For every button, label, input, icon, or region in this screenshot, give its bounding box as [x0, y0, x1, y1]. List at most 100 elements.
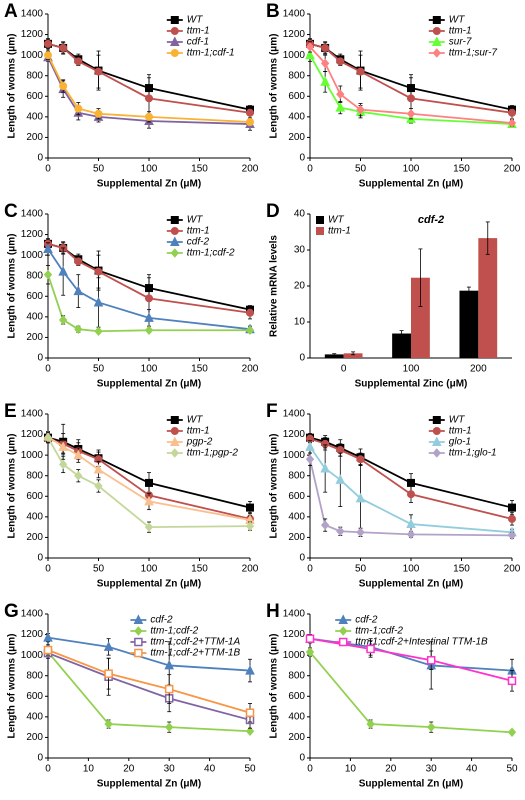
x-tick-label: 200: [242, 364, 259, 375]
x-axis-label: Supplemental Zn (μM): [97, 379, 201, 390]
y-tick-label: 400: [288, 511, 305, 522]
x-axis-label: Supplemental Zn (μM): [97, 779, 201, 790]
marker: [356, 455, 365, 464]
marker: [73, 285, 84, 296]
x-axis-label: Supplemental Zn (μM): [359, 179, 463, 190]
x-axis-label: Supplemental Zn (μM): [97, 179, 201, 190]
y-tick-label: 1400: [21, 409, 44, 420]
marker: [305, 647, 315, 657]
marker: [44, 51, 52, 60]
marker: [145, 112, 153, 121]
legend-label: ttm-1: [328, 226, 351, 237]
y-tick-label: 0: [37, 753, 43, 764]
y-axis-label: Length of worms (μm): [269, 34, 280, 139]
x-tick-label: 0: [45, 364, 51, 375]
marker: [169, 236, 180, 246]
marker: [133, 614, 144, 624]
marker: [356, 104, 365, 115]
x-tick-label: 20: [385, 764, 397, 775]
y-tick-label: 0: [299, 353, 305, 364]
marker: [432, 27, 441, 35]
marker: [104, 719, 113, 729]
marker: [508, 503, 516, 512]
y-tick-label: 1400: [21, 209, 44, 220]
marker: [74, 257, 83, 266]
y-axis-label: Length of worms (μm): [269, 634, 280, 739]
marker: [93, 296, 104, 307]
legend-label: cdf-2: [355, 615, 378, 626]
x-tick-label: 30: [164, 764, 176, 775]
marker: [43, 243, 53, 253]
x-tick-label: 100: [141, 364, 158, 375]
legend-label: cdf-1: [187, 37, 209, 48]
y-tick-label: 200: [26, 332, 43, 343]
y-tick-label: 1000: [283, 450, 306, 461]
x-tick-label: 20: [123, 764, 135, 775]
legend-label: ttm-1;sur-7: [449, 48, 498, 59]
marker: [170, 416, 179, 424]
marker: [74, 104, 83, 113]
series-line: [47, 274, 250, 333]
y-tick-label: 0: [299, 753, 305, 764]
y-tick-label: 1200: [283, 29, 306, 40]
x-tick-label: 200: [242, 164, 259, 175]
marker: [507, 676, 517, 686]
marker: [507, 727, 517, 738]
marker: [356, 527, 365, 538]
marker: [305, 441, 315, 451]
x-tick-label: 200: [242, 564, 259, 575]
legend-label: ttm-1;cdf-2: [187, 248, 235, 259]
bar: [478, 238, 498, 358]
marker: [58, 265, 68, 276]
y-tick-label: 800: [26, 270, 43, 281]
x-tick-label: 50: [93, 564, 105, 575]
marker: [336, 57, 345, 66]
marker: [335, 474, 346, 484]
series-line: [309, 46, 513, 124]
legend-label: ttm-1;cdf-2+TTM-1A: [150, 637, 240, 648]
legend-label: WT: [449, 15, 465, 26]
marker: [43, 645, 53, 655]
panel-letter: D: [266, 201, 280, 222]
y-tick-label: 600: [288, 691, 305, 702]
legend-label: ttm-1: [187, 26, 210, 37]
x-tick-label: 0: [307, 764, 313, 775]
marker: [43, 632, 53, 642]
marker: [169, 436, 180, 446]
marker: [432, 427, 441, 435]
x-tick-label: 40: [466, 764, 478, 775]
marker: [246, 118, 254, 126]
marker: [246, 503, 254, 512]
x-tick-label: 50: [355, 164, 367, 175]
marker: [74, 470, 83, 481]
y-tick-label: 200: [26, 732, 43, 743]
y-tick-label: 1000: [21, 250, 44, 261]
marker: [58, 441, 68, 451]
series-line: [47, 437, 251, 529]
x-tick-label: 100: [403, 364, 420, 375]
marker: [339, 626, 348, 636]
x-axis-label: Supplemental Zn (μM): [359, 779, 463, 790]
x-tick-label: 0: [307, 164, 313, 175]
series-line: [47, 649, 251, 714]
y-tick-label: 0: [299, 153, 305, 164]
y-tick-label: 1000: [283, 50, 306, 61]
y-tick-label: 1000: [21, 50, 44, 61]
y-tick-label: 1400: [21, 609, 44, 620]
y-tick-label: 600: [26, 691, 43, 702]
marker: [427, 722, 436, 732]
y-tick-label: 800: [26, 70, 43, 81]
marker: [145, 294, 153, 303]
legend-label: ttm-1;cdf-1: [187, 48, 235, 59]
marker: [94, 267, 103, 276]
x-tick-label: 50: [93, 364, 105, 375]
marker: [245, 664, 255, 675]
marker: [508, 514, 516, 523]
x-tick-label: 150: [191, 364, 208, 375]
y-tick-label: 1200: [283, 629, 306, 640]
marker: [43, 269, 53, 280]
marker: [320, 58, 330, 69]
y-axis-label: Length of worms (μm): [7, 34, 18, 139]
x-tick-label: 150: [191, 564, 208, 575]
